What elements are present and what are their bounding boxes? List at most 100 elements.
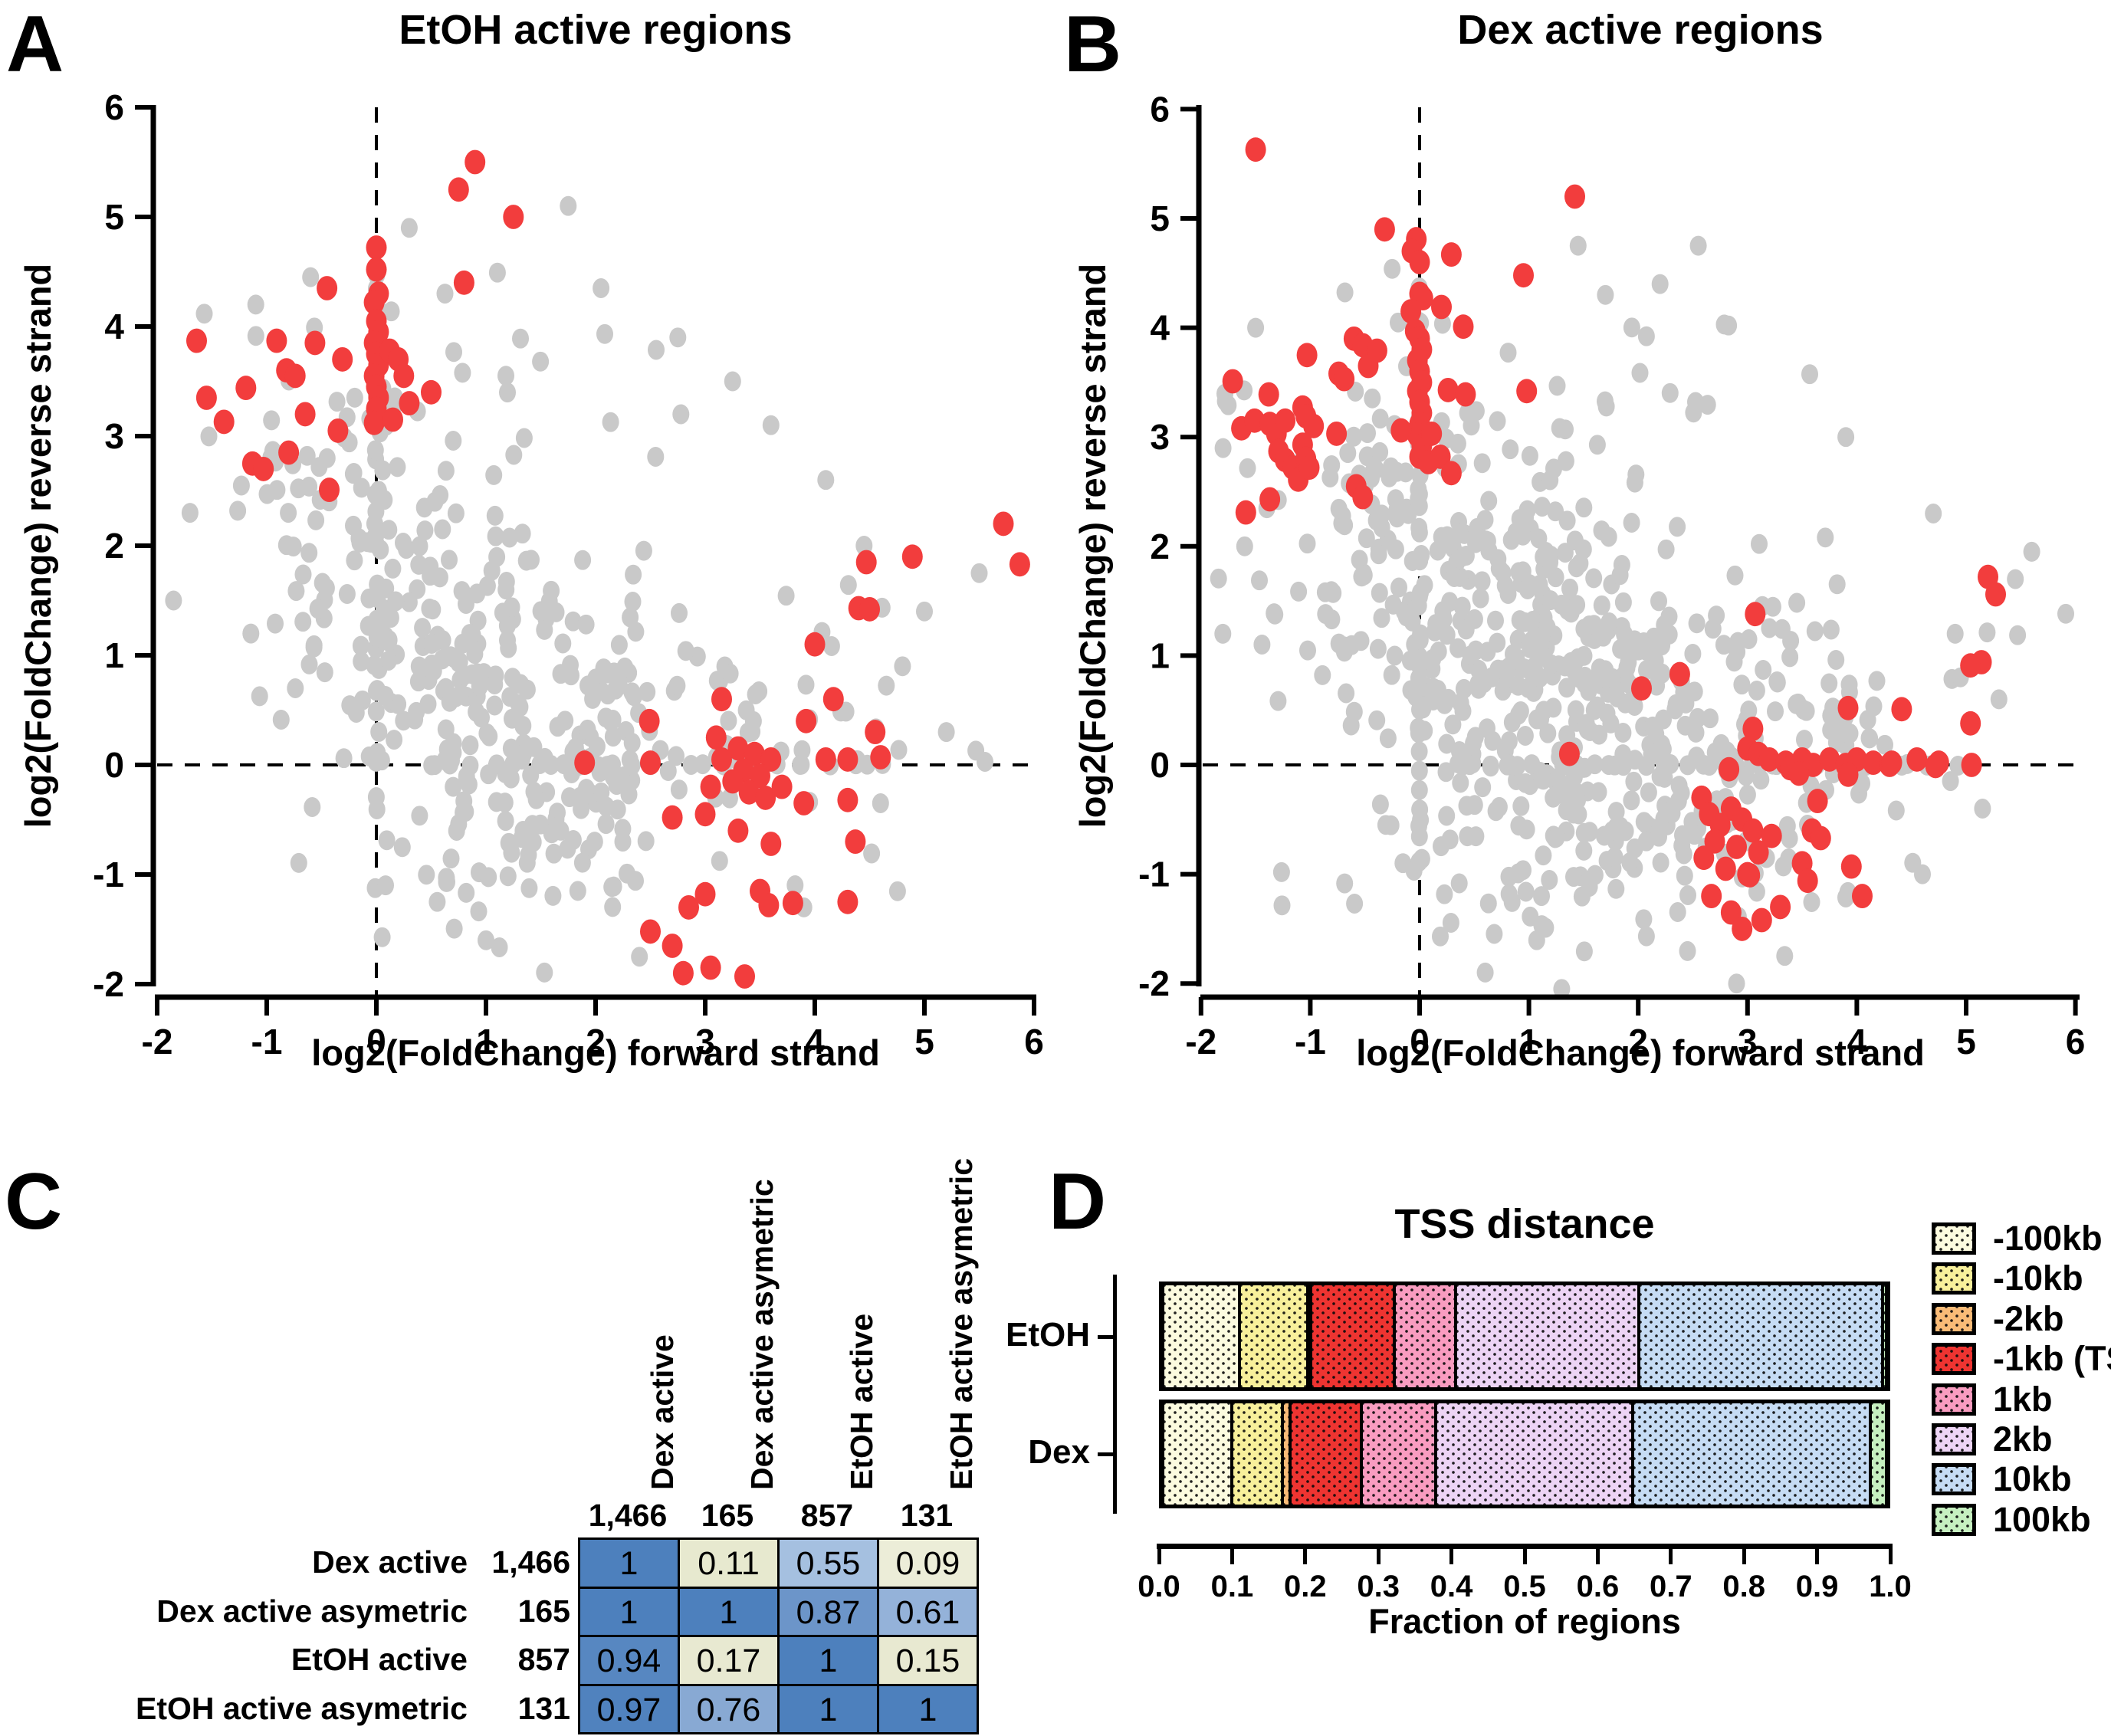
data-point (1689, 235, 1707, 256)
data-point (1631, 676, 1652, 701)
bar-segment--1kb-tss- (1290, 1403, 1361, 1505)
data-point (300, 654, 318, 674)
data-point (543, 580, 560, 601)
data-point (367, 787, 385, 807)
data-point (1623, 790, 1640, 811)
data-point (1440, 242, 1462, 267)
data-point (488, 262, 506, 283)
data-point (502, 738, 520, 759)
data-point (1806, 621, 1824, 642)
data-point (1726, 565, 1744, 586)
data-point (1571, 553, 1589, 573)
data-point (1541, 870, 1558, 890)
data-point (1275, 408, 1296, 433)
data-point (448, 821, 465, 841)
data-point (1235, 500, 1256, 525)
data-point (367, 501, 385, 522)
data-point (181, 503, 199, 523)
data-point (1700, 756, 1718, 776)
data-point (1394, 853, 1412, 874)
legend-item: 2kb (1932, 1419, 2053, 1459)
data-point (486, 695, 504, 716)
data-point (542, 755, 560, 775)
data-point (2007, 569, 2024, 589)
table-row-count: 857 (517, 1642, 570, 1677)
data-point (319, 477, 340, 503)
data-point (1561, 578, 1578, 599)
data-point (294, 402, 316, 427)
data-point (1719, 756, 1740, 782)
data-point (1452, 693, 1469, 714)
data-point (1476, 510, 1494, 530)
data-point (277, 535, 295, 556)
x-tick-label: 6 (1024, 1022, 1044, 1062)
data-point (1472, 588, 1489, 609)
data-point (1655, 755, 1673, 776)
data-point (1669, 902, 1686, 922)
data-point (512, 328, 529, 349)
data-point (422, 566, 439, 586)
data-point (500, 638, 517, 658)
y-tick-label: -1 (93, 855, 124, 894)
data-point (1512, 796, 1530, 816)
legend-swatch-icon (1932, 1503, 1976, 1536)
data-point (488, 546, 506, 567)
data-point (1751, 907, 1772, 933)
data-point (1258, 382, 1279, 407)
data-point (1371, 582, 1388, 603)
data-point (366, 655, 383, 675)
data-point (470, 901, 488, 922)
bar-segment-10kb (1632, 1403, 1871, 1505)
data-point (1384, 258, 1401, 279)
data-point (1887, 800, 1905, 821)
data-point (1906, 747, 1928, 772)
data-point (1863, 750, 1884, 776)
data-point (1444, 714, 1462, 735)
table-row-count: 131 (517, 1690, 570, 1726)
data-point (386, 730, 403, 750)
data-point (970, 563, 988, 583)
data-point (1210, 568, 1227, 589)
data-point (300, 543, 318, 563)
data-point (577, 779, 595, 799)
data-point (597, 814, 615, 835)
data-point (1670, 776, 1688, 796)
table-cell: 0.94 (578, 1635, 680, 1686)
data-point (855, 550, 877, 575)
data-point (253, 456, 274, 481)
bar-segment--1kb-tss- (1310, 1285, 1395, 1387)
data-point (1569, 789, 1587, 810)
data-point (378, 830, 396, 851)
data-point (247, 326, 264, 346)
bar-segment-1kb (1361, 1403, 1436, 1505)
scatter-points-gray (1210, 235, 2074, 999)
data-point (367, 701, 385, 722)
data-point (1253, 635, 1271, 655)
data-point (744, 710, 762, 731)
data-point (1607, 878, 1625, 899)
data-point (708, 671, 726, 691)
data-point (1247, 317, 1265, 338)
bar-segment--100kb (1163, 1285, 1240, 1387)
data-point (545, 843, 563, 864)
data-point (1651, 274, 1669, 294)
data-point (593, 278, 610, 298)
data-point (377, 875, 394, 896)
data-point (1367, 510, 1385, 531)
data-point (1570, 804, 1587, 825)
data-point (1614, 592, 1632, 612)
scatter-points-red (186, 149, 1030, 989)
data-point (727, 736, 749, 761)
data-point (1325, 582, 1342, 603)
data-point (1434, 601, 1452, 622)
data-point (488, 754, 505, 775)
data-point (373, 927, 391, 947)
data-point (294, 564, 312, 585)
data-point (1751, 533, 1768, 554)
data-point (501, 527, 518, 548)
data-point (1541, 590, 1559, 611)
data-point (1626, 630, 1643, 651)
data-point (1593, 520, 1610, 541)
data-point (1828, 574, 1846, 595)
data-point (1623, 513, 1640, 533)
